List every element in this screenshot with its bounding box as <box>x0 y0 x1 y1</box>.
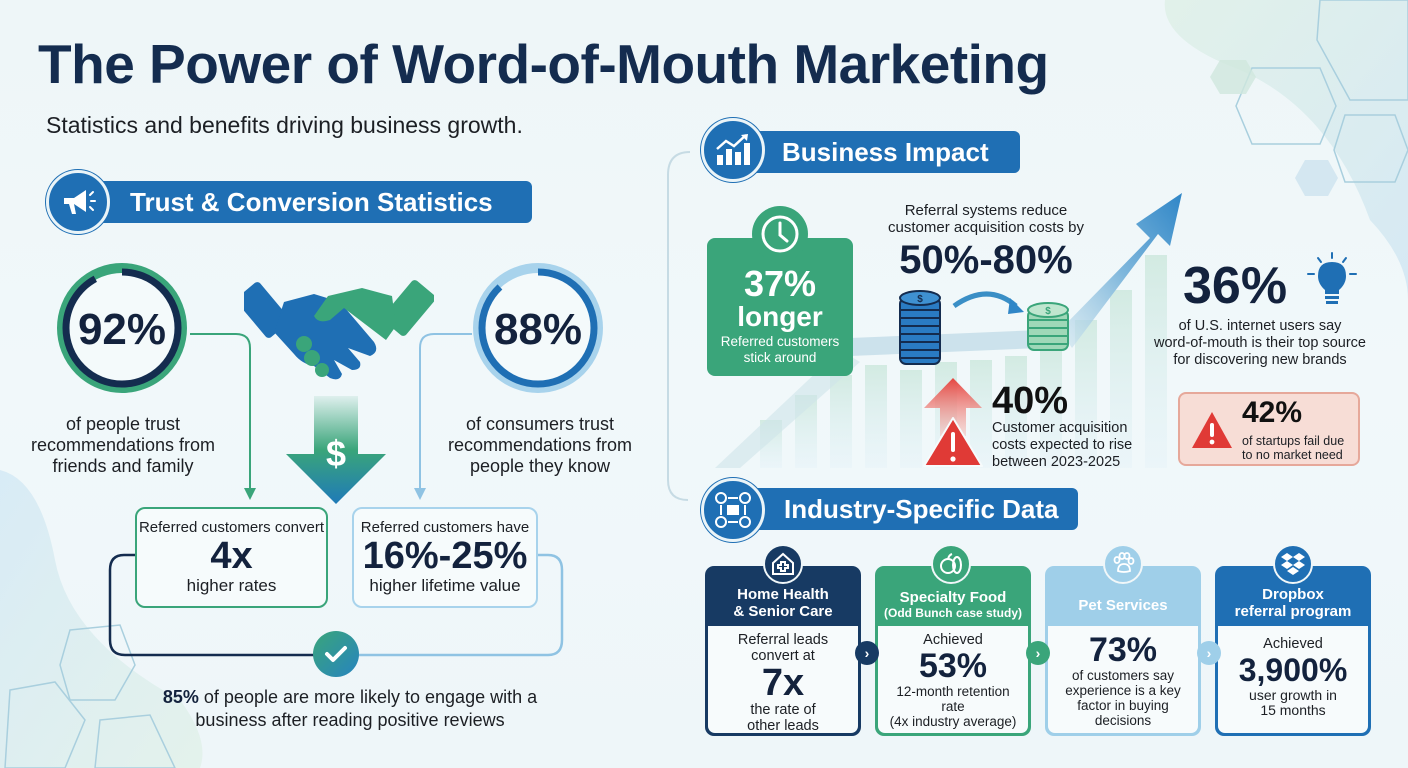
megaphone-icon <box>46 170 110 234</box>
industry-section-header: Industry-Specific Data <box>742 488 1078 530</box>
conversion-rate-box: Referred customers convert 4x higher rat… <box>135 507 328 608</box>
chevron-right-icon: › <box>1197 641 1221 665</box>
trust-section-title: Trust & Conversion Statistics <box>130 186 493 217</box>
cac-rise-value: 40% <box>992 380 1069 422</box>
home-health-icon <box>763 544 803 584</box>
page-title: The Power of Word-of-Mouth Marketing <box>38 33 1049 95</box>
warning-icon <box>1192 412 1232 448</box>
cac-rise-desc: Customer acquisition costs expected to r… <box>992 420 1133 470</box>
trust-section-header: Trust & Conversion Statistics <box>88 181 532 223</box>
industry-card-pet-services: Pet Services 73% of customers say experi… <box>1045 566 1201 736</box>
lightbulb-icon <box>1307 252 1357 304</box>
dollar-down-arrow-icon: $ <box>286 396 386 504</box>
clock-icon <box>752 206 808 262</box>
cost-rise-warning-icon <box>923 378 983 467</box>
startup-fail-box: 42% of startups fail due to no market ne… <box>1178 392 1360 466</box>
dropbox-icon <box>1273 544 1313 584</box>
ring-88-percent <box>473 263 603 393</box>
paw-icon <box>1103 544 1143 584</box>
checkmark-icon <box>313 631 359 677</box>
reviews-engagement-note: 85% of people are more likely to engage … <box>162 687 538 730</box>
chevron-right-icon: › <box>1026 641 1050 665</box>
industry-card-dropbox: Dropbox referral program Achieved 3,900%… <box>1215 566 1371 736</box>
svg-text:$: $ <box>1045 306 1051 317</box>
svg-text:$: $ <box>917 294 923 305</box>
industry-card-specialty-food: Specialty Food (Odd Bunch case study) Ac… <box>875 566 1031 736</box>
svg-text:$: $ <box>326 433 346 474</box>
retention-card: 37% longer Referred customers stick arou… <box>707 238 853 376</box>
connector-lines <box>108 333 564 657</box>
business-section-title: Business Impact <box>782 136 989 167</box>
ring-92-value: 92% <box>77 305 167 354</box>
discovery-desc: of U.S. internet users say word-of-mouth… <box>1154 318 1366 368</box>
coins-reduction-icon: $ $ <box>899 290 1069 365</box>
page-subtitle: Statistics and benefits driving business… <box>46 112 523 138</box>
ring-92-desc: of people trust recommendations from fri… <box>30 414 216 476</box>
cac-reduce-value: 50%-80% <box>899 238 1073 282</box>
discovery-value: 36% <box>1183 257 1288 315</box>
handshake-icon <box>244 280 434 380</box>
chevron-right-icon: › <box>855 641 879 665</box>
cac-reduce-desc: Referral systems reduce customer acquisi… <box>888 202 1084 236</box>
ring-92-percent <box>57 263 187 393</box>
growth-chart-icon <box>701 118 765 182</box>
lifetime-value-box: Referred customers have 16%-25% higher l… <box>352 507 538 608</box>
network-people-icon <box>701 478 765 542</box>
ring-88-value: 88% <box>493 305 583 354</box>
business-section-header: Business Impact <box>740 131 1020 173</box>
industry-card-home-health: Home Health & Senior Care Referral leads… <box>705 566 861 736</box>
industry-section-title: Industry-Specific Data <box>784 493 1059 524</box>
fruit-veg-icon <box>931 544 971 584</box>
ring-88-desc: of consumers trust recommendations from … <box>447 414 633 476</box>
